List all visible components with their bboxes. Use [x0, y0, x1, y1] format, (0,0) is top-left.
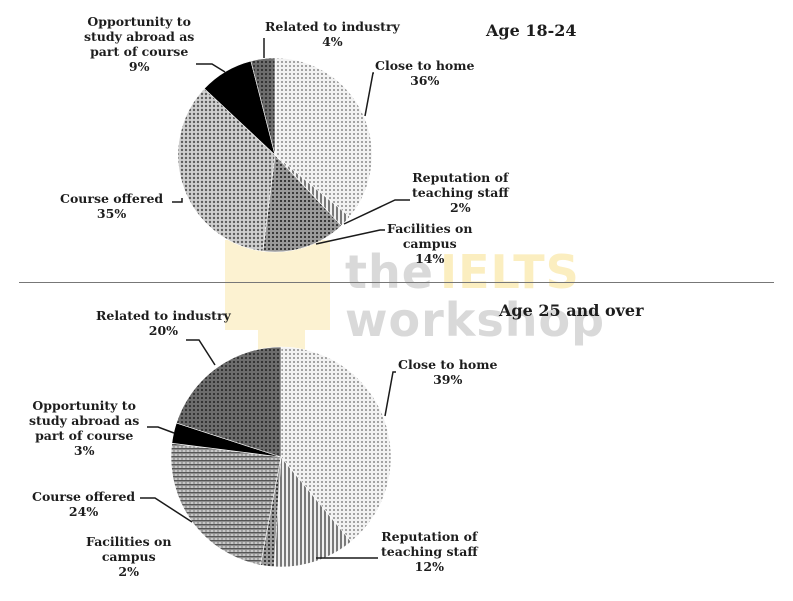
leader-lines-bottom [140, 339, 396, 559]
label-bottom-abroad: Opportunity to study abroad as part of c… [29, 398, 140, 458]
chart-title-top: Age 18-24 [486, 21, 577, 40]
pie-age-18-24 [177, 57, 373, 253]
pie-slice [262, 154, 342, 253]
pie-slice [273, 456, 352, 568]
pie-slice [177, 88, 276, 252]
label-bottom-reputation: Reputation of teaching staff 12% [381, 529, 478, 574]
label-bottom-course: Course offered 24% [32, 489, 136, 519]
label-bottom-home: Close to home 39% [398, 357, 498, 387]
chart-divider [19, 282, 774, 283]
label-top-home: Close to home 36% [375, 58, 475, 88]
label-top-course: Course offered 35% [60, 191, 164, 221]
pie-slice [250, 57, 276, 156]
label-top-abroad: Opportunity to study abroad as part of c… [84, 14, 195, 74]
label-bottom-industry: Related to industry 20% [96, 308, 231, 338]
label-bottom-facilities: Facilities on campus 2% [86, 534, 172, 579]
chart-title-bottom: Age 25 and over [499, 301, 644, 320]
watermark-ielts: IELTS [440, 245, 580, 299]
pie-slice [274, 57, 373, 218]
watermark-the: the [345, 245, 434, 299]
pie-slice [280, 346, 392, 543]
pie-age-25-over [170, 346, 392, 568]
label-top-facilities: Facilities on campus 14% [387, 221, 473, 266]
label-top-reputation: Reputation of teaching staff 2% [412, 170, 509, 215]
label-top-industry: Related to industry 4% [265, 19, 400, 49]
watermark-workshop: workshop [345, 293, 606, 347]
pie-slice [176, 346, 282, 458]
leader-lines-top [172, 38, 410, 245]
